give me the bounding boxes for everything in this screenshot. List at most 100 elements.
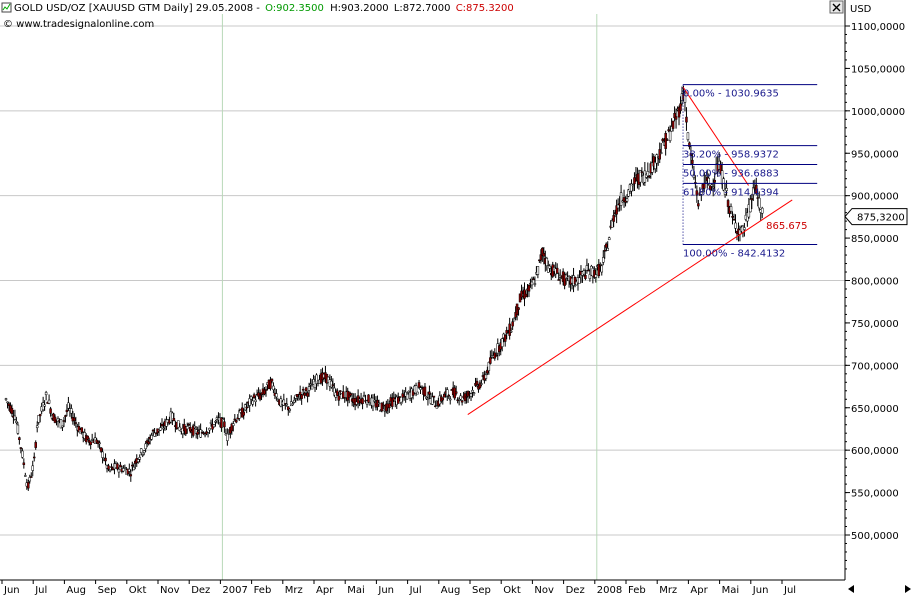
candle-body xyxy=(600,265,604,273)
x-tick-label: Jun xyxy=(377,585,394,595)
candle-body xyxy=(65,409,69,413)
x-tick-label: Apr xyxy=(690,585,708,595)
candle-body xyxy=(633,177,636,185)
candle-body xyxy=(448,398,452,401)
candle-body xyxy=(47,399,51,404)
candle-body xyxy=(661,138,664,142)
x-tick-label: Dez xyxy=(566,585,585,595)
candle-body xyxy=(172,418,176,421)
candle-body xyxy=(373,399,376,402)
candle-body xyxy=(508,323,511,336)
candle-body xyxy=(107,465,110,470)
candle-body xyxy=(532,278,535,281)
candle-body xyxy=(416,391,419,395)
candle-body xyxy=(16,424,20,434)
candle-body xyxy=(674,116,678,120)
x-tick-label: Aug xyxy=(66,585,86,595)
candle-body xyxy=(306,392,309,397)
arrow-left-icon xyxy=(848,585,854,593)
candle-body xyxy=(760,207,764,214)
scroll-right-button[interactable] xyxy=(905,585,911,593)
candle-body xyxy=(447,394,450,397)
candle-body xyxy=(21,450,24,458)
candle-body xyxy=(249,396,253,400)
candle-body xyxy=(420,385,424,388)
candle-body xyxy=(655,154,658,164)
x-tick-label: Mai xyxy=(347,585,365,595)
x-tick-label: Mrz xyxy=(285,585,303,595)
candle-body xyxy=(28,477,32,482)
candle-body xyxy=(391,398,394,407)
candle-body xyxy=(220,417,223,429)
x-axis: Jun Jul Aug Sep Okt Nov Dez 2007 Feb Mrz Apr Mai Jun… xyxy=(1,580,796,595)
candle-body xyxy=(330,380,333,388)
candle-body xyxy=(431,396,434,405)
candle-body xyxy=(150,435,153,440)
candle-body xyxy=(388,403,391,409)
candle-body xyxy=(15,421,18,423)
x-tick-label: Feb xyxy=(254,585,272,595)
candle-body xyxy=(399,402,403,404)
candle-body xyxy=(414,385,418,394)
candle-body xyxy=(361,398,364,404)
x-tick-label: 2007 xyxy=(222,585,247,595)
candle-body xyxy=(315,374,318,384)
candle-body xyxy=(587,269,590,272)
x-tick-label: Sep xyxy=(98,585,117,595)
candle-body xyxy=(291,403,294,406)
candle-body xyxy=(480,383,483,385)
candle-body xyxy=(258,394,262,400)
x-tick-label: Jun xyxy=(3,585,20,595)
candle-body xyxy=(520,290,523,298)
candle-body xyxy=(34,442,37,448)
candle-body xyxy=(607,237,611,241)
candle-body xyxy=(128,468,131,472)
candle-body xyxy=(612,215,615,222)
candle-body xyxy=(606,248,609,251)
candle-body xyxy=(177,420,180,429)
candle-body xyxy=(454,391,458,394)
candle-body xyxy=(700,191,703,195)
fib-level-label: 50.00% - 936.6883 xyxy=(683,169,779,180)
candle-body xyxy=(144,443,147,450)
candle-body xyxy=(24,475,27,477)
candle-body xyxy=(295,394,299,398)
candle-body xyxy=(342,391,345,399)
candle-body xyxy=(32,456,36,459)
candle-body xyxy=(44,392,48,395)
candle-body xyxy=(64,415,67,417)
candle-body xyxy=(362,395,366,398)
candle-body xyxy=(307,386,311,391)
candle-body xyxy=(594,274,598,278)
close-button[interactable] xyxy=(829,0,844,14)
candle-body xyxy=(471,390,474,393)
candle-body xyxy=(619,192,623,206)
candle-body xyxy=(725,188,728,191)
candle-body xyxy=(688,142,691,147)
header-close: C:875.3200 xyxy=(456,3,514,14)
candle-body xyxy=(475,380,479,386)
candle-body xyxy=(285,403,289,406)
candle-body xyxy=(10,407,14,414)
candle-body xyxy=(585,265,589,271)
candle-body xyxy=(297,398,300,401)
candle-body xyxy=(298,391,302,395)
fib-level-label: 38.20% - 958.9372 xyxy=(683,150,779,161)
candle-body xyxy=(269,379,272,389)
candle-body xyxy=(396,397,400,404)
candle-body xyxy=(517,307,520,310)
candle-body xyxy=(31,465,34,471)
x-tick-label: Okt xyxy=(129,585,147,595)
candle-body xyxy=(6,401,9,404)
candle-body xyxy=(524,293,528,297)
candle-body xyxy=(235,420,238,423)
candle-body xyxy=(282,399,286,406)
candle-body xyxy=(131,464,134,467)
candle-body xyxy=(511,321,514,327)
candle-body xyxy=(432,395,436,398)
candle-body xyxy=(90,439,94,441)
candle-body xyxy=(187,423,190,426)
scroll-left-button[interactable] xyxy=(848,585,854,593)
y-tick-label: 950,0000 xyxy=(851,149,899,160)
header-open: O:902.3500 xyxy=(265,3,324,14)
